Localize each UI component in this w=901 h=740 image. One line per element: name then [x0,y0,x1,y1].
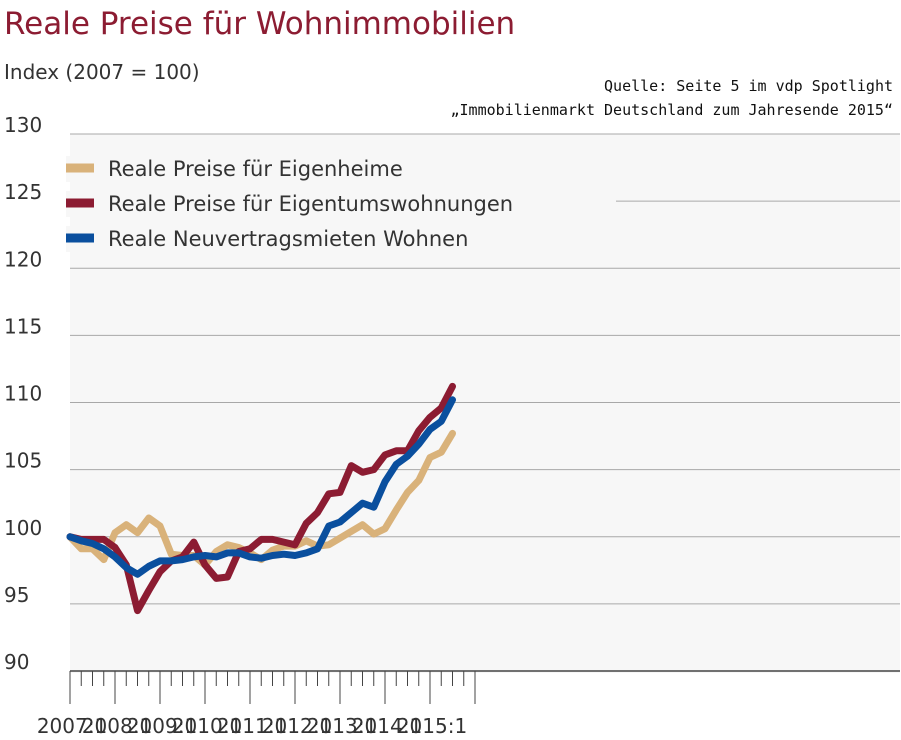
y-tick-label: 95 [4,583,29,607]
y-tick-label: 110 [4,382,42,406]
x-tick-label: 2012:1 [262,714,332,738]
chart-title: Reale Preise für Wohnimmobilien [4,6,516,42]
legend: Reale Preise für Eigenheime Reale Preise … [66,156,616,252]
y-tick-label: 115 [4,314,42,338]
y-tick-label: 100 [4,516,42,540]
y-tick-label: 90 [4,650,29,674]
chart-subtitle: Index (2007 = 100) [4,60,200,84]
y-tick-label: 120 [4,247,42,271]
source-line-2: „Immobilienmarkt Deutschland zum Jahrese… [450,101,893,119]
y-tick-label: 130 [4,113,42,137]
x-tick-label: 2007:1 [37,714,107,738]
x-axis: 2007:12008:12009:12010:12011:12012:12013… [37,671,476,738]
series-lines [66,382,456,615]
legend-label: Reale Preise für Eigentumswohnungen [108,192,513,216]
y-axis-ticks: 90 95 100 105 110 115 120 125 130 [4,113,42,674]
source-line-1: Quelle: Seite 5 im vdp Spotlight [604,77,893,95]
legend-label: Reale Preise für Eigenheime [108,157,403,181]
x-tick-label: 2015:1 [397,714,467,738]
legend-item-background [66,226,616,252]
legend-label: Reale Neuvertragsmieten Wohnen [108,227,468,251]
y-tick-label: 105 [4,449,42,473]
gridlines [70,133,900,672]
series-line-3 [66,396,456,578]
x-tick-label: 2014:1 [352,714,422,738]
y-tick-label: 125 [4,180,42,204]
x-tick-label: 2011:1 [217,714,287,738]
legend-item-background [66,191,616,217]
x-tick-label: 2009:1 [127,714,197,738]
series-line-2 [66,382,456,615]
plot-background [70,134,900,673]
x-tick-label: 2013:1 [307,714,377,738]
source-note: Quelle: Seite 5 im vdp Spotlight „Immobi… [450,74,893,122]
legend-item-background [66,156,616,182]
x-tick-label: 2010:1 [172,714,242,738]
x-tick-label: 2008:1 [82,714,152,738]
